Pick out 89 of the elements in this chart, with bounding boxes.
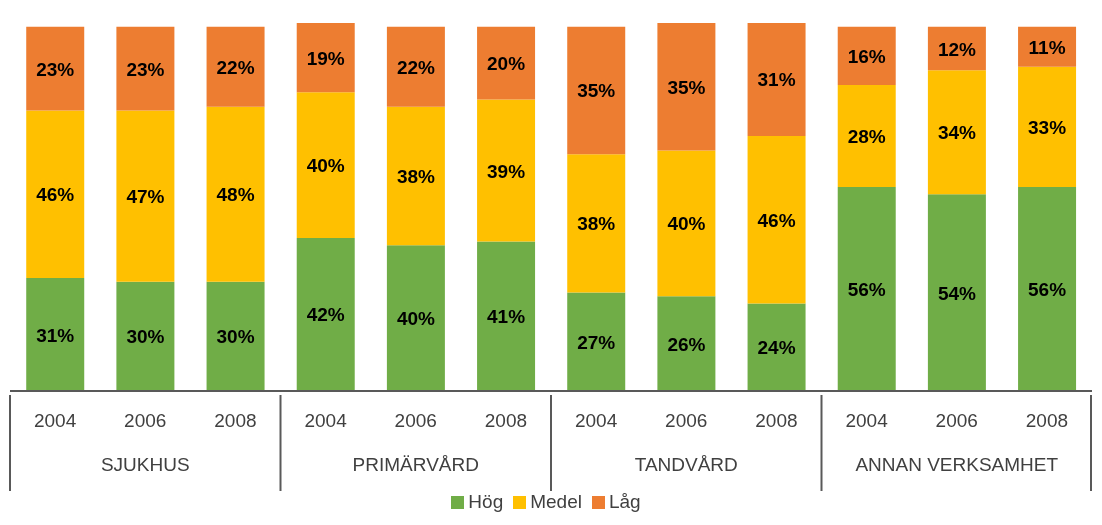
data-label: 46% bbox=[757, 209, 796, 231]
x-tick-label: 2008 bbox=[755, 410, 798, 431]
data-label: 27% bbox=[577, 331, 616, 353]
data-label: 26% bbox=[667, 333, 706, 355]
bar bbox=[567, 154, 626, 293]
data-label: 31% bbox=[36, 324, 75, 346]
bar bbox=[837, 84, 896, 187]
x-tick-label: 2008 bbox=[484, 410, 528, 431]
x-tick-label: 2006 bbox=[935, 410, 978, 431]
data-label: 39% bbox=[487, 160, 526, 182]
bar bbox=[747, 23, 806, 136]
x-tick-label: 2004 bbox=[304, 410, 348, 431]
x-tick-label: 2004 bbox=[574, 410, 618, 431]
bar bbox=[1018, 66, 1077, 187]
data-label: 19% bbox=[306, 47, 345, 69]
legend-label: Hög bbox=[468, 491, 504, 512]
text: ANNAN VERKSAMHET bbox=[855, 454, 1059, 475]
data-label: 33% bbox=[1028, 116, 1067, 138]
bar bbox=[837, 186, 896, 391]
bar bbox=[116, 281, 175, 391]
bar bbox=[1018, 186, 1077, 391]
bar bbox=[206, 281, 265, 391]
bar bbox=[927, 70, 986, 195]
x-tick-label: 2006 bbox=[665, 410, 708, 431]
bar bbox=[116, 26, 175, 111]
bar bbox=[747, 135, 806, 304]
bar bbox=[477, 241, 536, 391]
data-label: 47% bbox=[126, 186, 165, 208]
data-label: 40% bbox=[667, 213, 706, 235]
data-label: 35% bbox=[667, 76, 706, 98]
data-label: 54% bbox=[937, 282, 977, 304]
bar bbox=[26, 110, 85, 279]
data-label: 20% bbox=[487, 53, 526, 75]
bar bbox=[386, 106, 445, 246]
bar bbox=[657, 23, 716, 151]
bar bbox=[657, 296, 716, 391]
bar bbox=[386, 26, 445, 107]
data-label: 30% bbox=[216, 326, 255, 348]
bar bbox=[206, 106, 265, 282]
data-label: 40% bbox=[306, 155, 345, 177]
bar bbox=[477, 99, 536, 242]
data-label: 38% bbox=[396, 166, 436, 188]
x-tick-label: 2006 bbox=[394, 410, 437, 431]
x-tick-label: 2004 bbox=[845, 410, 889, 431]
bar bbox=[296, 92, 355, 238]
bar bbox=[296, 237, 355, 391]
bar bbox=[567, 292, 626, 391]
data-label: 56% bbox=[847, 278, 886, 300]
bar bbox=[837, 26, 896, 85]
text: TANDVÅRD bbox=[634, 454, 738, 475]
data-label: 35% bbox=[577, 80, 616, 102]
data-label: 38% bbox=[577, 213, 616, 235]
data-label: 31% bbox=[757, 69, 796, 91]
x-tick-label: 2004 bbox=[33, 410, 77, 431]
bar bbox=[386, 245, 445, 391]
x-tick-label: 2006 bbox=[124, 410, 167, 431]
text: SJUKHUS bbox=[100, 454, 190, 475]
data-label: 30% bbox=[126, 326, 165, 348]
data-label: 28% bbox=[847, 125, 886, 147]
bar bbox=[206, 26, 265, 107]
data-label: 46% bbox=[36, 184, 75, 206]
data-label: 22% bbox=[396, 56, 436, 78]
data-label: 42% bbox=[306, 304, 345, 326]
bar bbox=[26, 26, 85, 111]
bar bbox=[657, 150, 716, 297]
data-label: 16% bbox=[847, 45, 886, 67]
data-label: 22% bbox=[216, 56, 255, 78]
bar bbox=[927, 194, 986, 391]
data-label: 12% bbox=[937, 38, 977, 60]
text: PRIMÄRVÅRD bbox=[352, 454, 479, 475]
legend-label: Låg bbox=[608, 491, 641, 512]
bar bbox=[26, 278, 85, 391]
bar bbox=[477, 26, 536, 100]
bar bbox=[296, 23, 355, 93]
data-label: 56% bbox=[1028, 278, 1067, 300]
data-label: 48% bbox=[216, 184, 255, 206]
data-label: 23% bbox=[36, 58, 75, 80]
bar bbox=[567, 26, 626, 155]
data-label: 41% bbox=[487, 306, 526, 328]
data-label: 34% bbox=[937, 122, 977, 144]
legend-label: Medel bbox=[530, 491, 582, 512]
data-label: 24% bbox=[757, 337, 796, 359]
data-label: 40% bbox=[396, 308, 436, 330]
bar bbox=[116, 110, 175, 282]
x-tick-label: 2008 bbox=[1025, 410, 1069, 431]
data-label: 11% bbox=[1028, 36, 1066, 58]
x-tick-label: 2008 bbox=[214, 410, 257, 431]
bar bbox=[747, 303, 806, 391]
data-label: 23% bbox=[126, 58, 165, 80]
